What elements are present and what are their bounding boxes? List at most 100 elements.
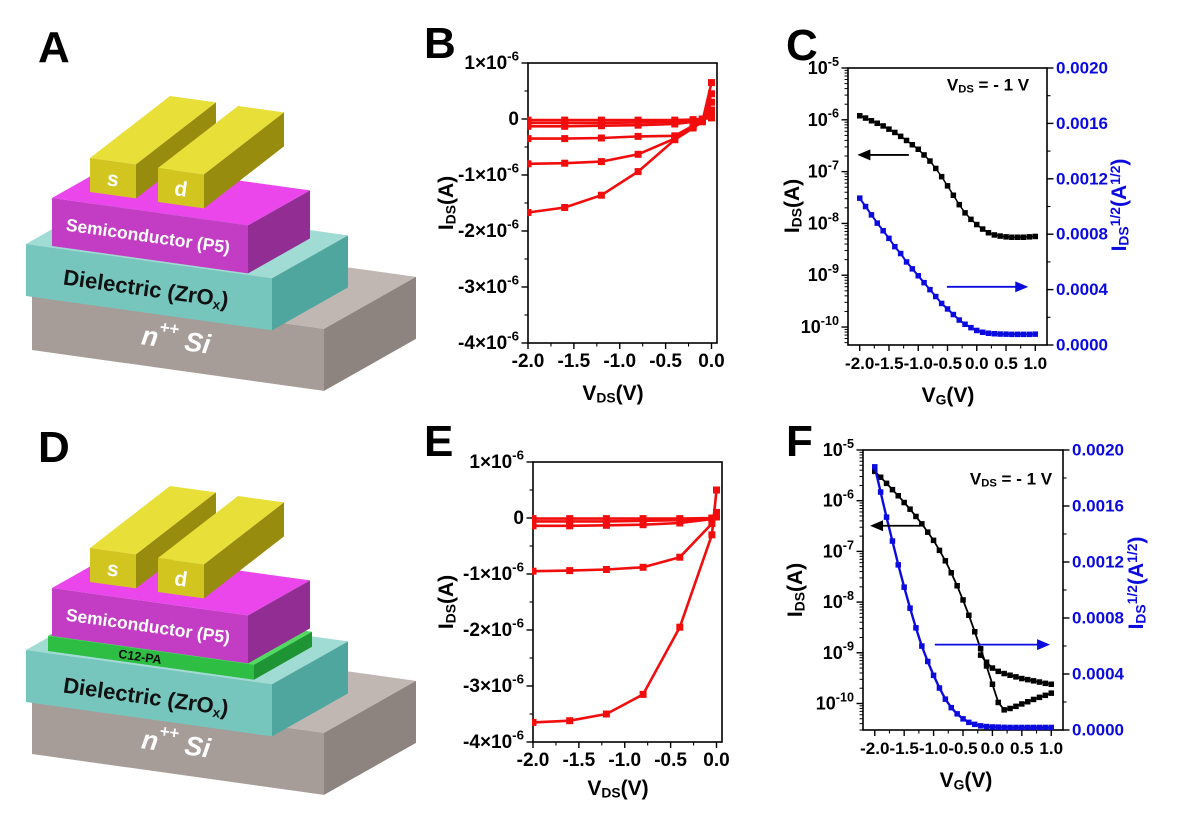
data-point-marker	[1015, 234, 1021, 240]
tick-label: -1×10-6	[458, 160, 519, 186]
series-vg-step-3	[527, 106, 715, 130]
data-point-marker	[602, 521, 610, 529]
tick-label: 10-10	[816, 690, 854, 713]
data-point-marker	[868, 118, 875, 124]
data-point-marker	[950, 192, 957, 198]
d-layer-label: d	[173, 177, 189, 202]
data-point-marker	[960, 597, 966, 603]
data-point-marker	[1030, 678, 1037, 684]
tick-label: 0.0016	[1056, 114, 1108, 133]
y-axis-right: 0.0000 0.0004 0.0008 0.0012 0.0016 0.0020	[1063, 441, 1125, 740]
series-vg-step-6	[527, 79, 715, 216]
data-point-marker	[930, 537, 937, 544]
tick-label: -2.0	[860, 739, 889, 758]
panel-label-a: A	[38, 23, 70, 72]
data-point-marker	[966, 612, 972, 618]
data-point-marker	[962, 321, 968, 327]
data-point-marker	[868, 212, 875, 218]
y-axis-left: 1×10-6 0 -1×10-6 -2×10-6 -3×10-6 -4×10-6	[463, 447, 533, 753]
data-point-marker	[983, 659, 990, 665]
data-point-marker	[689, 118, 697, 126]
data-point-marker	[689, 124, 697, 132]
data-point-marker	[532, 567, 537, 575]
d-side-face	[204, 112, 284, 209]
tick-label: 10-6	[808, 107, 839, 130]
data-point-marker	[862, 203, 869, 210]
data-point-marker	[919, 521, 925, 527]
data-point-marker	[527, 135, 532, 143]
data-point-marker	[1048, 724, 1054, 731]
tick-label: -4×10-6	[458, 328, 519, 354]
data-point-marker	[977, 646, 984, 652]
data-point-marker	[1025, 724, 1031, 731]
tick-label: 0	[513, 508, 524, 529]
tick-label: 0.5	[1010, 739, 1034, 758]
plot-frame	[847, 67, 1048, 346]
data-point-marker	[1019, 675, 1025, 682]
tick-label: 0	[508, 109, 519, 130]
tick-label: -3×10-6	[458, 272, 519, 298]
x-axis-title: VG(V)	[939, 768, 993, 793]
data-point-marker	[602, 566, 610, 573]
tick-label: -0.5	[649, 351, 682, 372]
tick-label: 0.0008	[1072, 609, 1124, 628]
data-point-marker	[989, 665, 996, 671]
data-point-marker	[1030, 696, 1037, 703]
data-point-marker	[933, 293, 939, 300]
bias-condition-annotation: VDS = - 1 V	[969, 469, 1053, 490]
data-point-marker	[1036, 679, 1043, 685]
chart-B-canvas: -2.0 -1.5 -1.0 -0.5 0.0 1×10-6 0 -1×10-6 -2×10-6…	[458, 48, 725, 372]
tick-label: -2.0	[512, 351, 545, 372]
data-point-marker	[933, 165, 939, 172]
tick-label: 0.0012	[1072, 553, 1124, 572]
data-point-marker	[566, 567, 574, 575]
zro-side-face	[272, 235, 348, 331]
data-point-marker	[532, 718, 537, 726]
data-point-marker	[977, 723, 984, 729]
data-point-marker	[948, 570, 954, 576]
data-point-marker	[985, 230, 992, 236]
y-axis-title: IDS(A)	[434, 574, 459, 630]
panel-label-c: C	[786, 21, 818, 70]
data-point-marker	[883, 514, 890, 520]
tick-label: 0.0016	[1072, 497, 1124, 516]
data-point-marker	[938, 300, 945, 307]
data-point-marker	[883, 480, 890, 487]
tick-label: 0.5	[994, 354, 1018, 373]
series-ids-log-forward	[872, 468, 1054, 713]
data-point-marker	[921, 152, 927, 158]
data-point-marker	[966, 719, 972, 726]
tick-label: -0.5	[948, 739, 977, 758]
tick-label: -1.0	[608, 750, 641, 771]
data-point-marker	[874, 120, 880, 126]
x-axis: -2.0 -1.5 -1.0 -0.5 0.0	[512, 343, 725, 372]
data-point-marker	[1007, 724, 1013, 731]
data-point-marker	[995, 668, 1001, 675]
data-point-marker	[892, 243, 898, 250]
tick-label: 0.0004	[1056, 280, 1109, 299]
tick-label: -1.0	[904, 354, 933, 373]
data-point-marker	[639, 517, 647, 525]
p5-side-face	[248, 190, 310, 274]
data-point-marker	[979, 226, 986, 232]
tick-label: 10-5	[808, 55, 839, 78]
data-point-marker	[708, 106, 715, 114]
tick-label: 1×10-6	[464, 48, 519, 74]
data-point-marker	[1013, 703, 1019, 710]
data-point-marker	[527, 122, 532, 130]
data-point-marker	[602, 517, 610, 525]
tick-label: -2×10-6	[463, 615, 524, 641]
d-front-face	[158, 168, 204, 209]
tick-label: -0.5	[933, 354, 962, 373]
data-point-marker	[698, 118, 706, 126]
data-point-marker	[1001, 724, 1007, 731]
data-point-marker	[909, 266, 916, 272]
data-point-marker	[1020, 234, 1027, 240]
c12-front-face	[48, 636, 254, 680]
data-point-marker	[877, 474, 884, 480]
data-point-marker	[919, 643, 925, 649]
data-point-marker	[989, 681, 996, 687]
data-point-marker	[1026, 331, 1033, 338]
chart-F-canvas: -2.0 -1.5 -1.0 -0.5 0.0 0.5 1.010-510-610-710-…	[816, 437, 1125, 758]
p5-front-face	[52, 588, 248, 664]
